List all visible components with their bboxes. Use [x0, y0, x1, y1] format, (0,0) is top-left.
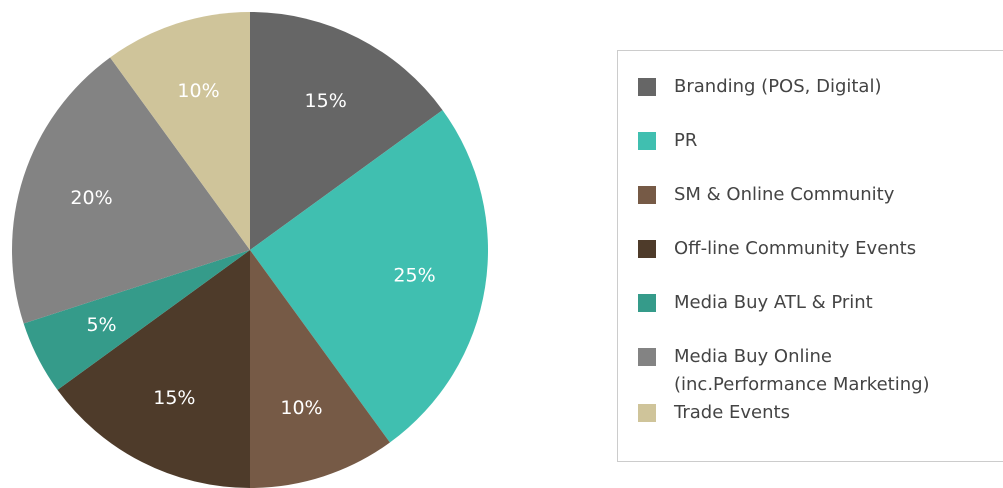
- slice-label: 5%: [86, 314, 116, 336]
- pie-chart: 15% 25% 10% 15% 5% 20% 10%: [12, 12, 489, 488]
- legend-label: Branding (POS, Digital): [674, 76, 882, 97]
- pie-slice: [23, 250, 251, 390]
- legend-label: Trade Events: [674, 402, 790, 423]
- legend-item: Media Buy Online (inc.Performance Market…: [638, 343, 1003, 399]
- legend-item: Off-line Community Events: [638, 235, 1003, 289]
- pie-slice: [57, 250, 251, 488]
- legend-item: Trade Events: [638, 399, 1003, 453]
- pie-slice: [250, 250, 390, 488]
- pie-slice: [250, 12, 443, 250]
- legend-label: Off-line Community Events: [674, 238, 917, 259]
- slice-label: 15%: [305, 90, 347, 112]
- legend-item: PR: [638, 127, 1003, 181]
- legend-item: Branding (POS, Digital): [638, 73, 1003, 127]
- slice-label: 10%: [177, 80, 219, 102]
- pie-slice: [250, 110, 489, 443]
- legend-label: Media Buy Online (inc.Performance Market…: [674, 346, 930, 395]
- legend-item: Media Buy ATL & Print: [638, 289, 1003, 343]
- legend-swatch: [638, 240, 656, 258]
- legend-swatch: [638, 78, 656, 96]
- legend-swatch: [638, 348, 656, 366]
- legend-label: PR: [674, 130, 698, 151]
- pie-slice: [12, 57, 250, 324]
- legend-swatch: [638, 404, 656, 422]
- pie-slice: [110, 12, 250, 250]
- legend-swatch: [638, 294, 656, 312]
- legend-swatch: [638, 132, 656, 150]
- legend-label: SM & Online Community: [674, 184, 895, 205]
- slice-label: 25%: [393, 265, 435, 287]
- legend-item: SM & Online Community: [638, 181, 1003, 235]
- legend-label: Media Buy ATL & Print: [674, 292, 873, 313]
- slice-label: 10%: [280, 397, 322, 419]
- legend-swatch: [638, 186, 656, 204]
- slice-label: 20%: [70, 187, 112, 209]
- legend: Branding (POS, Digital) PR SM & Online Com…: [617, 50, 1003, 462]
- slice-label: 15%: [153, 387, 195, 409]
